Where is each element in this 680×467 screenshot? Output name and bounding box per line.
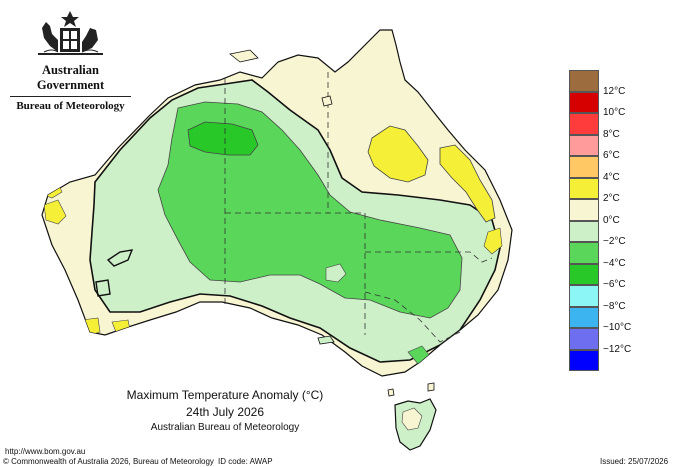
contour-line-south	[95, 279, 111, 297]
anomaly-zone-minus2-to-minus4	[157, 101, 463, 319]
legend-swatch	[569, 199, 599, 221]
legend-swatch	[569, 177, 599, 199]
map-title: Maximum Temperature Anomaly (°C)	[126, 388, 324, 402]
government-name: Australian Government	[36, 63, 105, 92]
legend-swatch	[569, 70, 599, 92]
legend-label: −12°C	[603, 343, 632, 355]
colour-legend	[569, 70, 599, 371]
anomaly-zone-plus2-coast	[483, 227, 503, 255]
kangaroo-island	[317, 335, 335, 345]
legend-label: 4°C	[603, 171, 620, 183]
anomaly-zone-minus4-to-minus6	[187, 121, 259, 156]
coat-of-arms-icon	[38, 11, 103, 55]
footer-url[interactable]: http://www.bom.gov.au	[5, 447, 86, 456]
legend-label: 2°C	[603, 193, 620, 204]
logo-divider	[10, 96, 131, 97]
government-logo: Australian Government Bureau of Meteorol…	[8, 8, 133, 112]
legend-swatch	[569, 328, 599, 350]
legend-label: 0°C	[603, 214, 620, 226]
legend-label: −2°C	[603, 236, 626, 247]
legend-label: −8°C	[603, 300, 626, 312]
contour-line-west	[106, 249, 134, 267]
anomaly-zone-plus2-qld-east	[439, 144, 496, 223]
legend-label: −6°C	[603, 279, 626, 290]
legend-swatch	[569, 220, 599, 242]
legend-label: 8°C	[603, 128, 620, 140]
legend-label: 10°C	[603, 107, 626, 118]
legend-label: −4°C	[603, 257, 626, 269]
bureau-name: Bureau of Meteorology	[16, 100, 125, 112]
footer-issued: Issued: 25/07/2026	[600, 457, 669, 466]
legend-swatch	[569, 263, 599, 285]
legend-swatch	[569, 349, 599, 371]
melville-island	[229, 49, 259, 63]
king-island	[387, 388, 395, 397]
inland-warm-patch	[325, 263, 347, 283]
legend-label: 12°C	[603, 85, 626, 97]
legend-swatch	[569, 242, 599, 264]
groote-eylandt	[321, 95, 333, 107]
legend-swatch	[569, 91, 599, 113]
footer-copyright: © Commonwealth of Australia 2026, Bureau…	[3, 457, 214, 466]
map-date: 24th July 2026	[185, 405, 265, 419]
tasmania-inner-contour	[401, 407, 423, 431]
state-borders	[224, 72, 493, 343]
legend-swatch	[569, 113, 599, 135]
anomaly-zone-plus2-qld-west	[367, 125, 429, 183]
footer-id-code: ID code: AWAP	[218, 457, 273, 466]
legend-label: −10°C	[603, 322, 632, 333]
legend-label: 6°C	[603, 150, 620, 161]
anomaly-zone-plus2-wa-coast	[43, 199, 67, 225]
map-source: Australian Bureau of Meteorology	[150, 422, 300, 433]
flinders-island	[427, 382, 435, 392]
legend-swatch	[569, 134, 599, 156]
legend-swatch	[569, 306, 599, 328]
legend-swatch	[569, 285, 599, 307]
legend-swatch	[569, 156, 599, 178]
